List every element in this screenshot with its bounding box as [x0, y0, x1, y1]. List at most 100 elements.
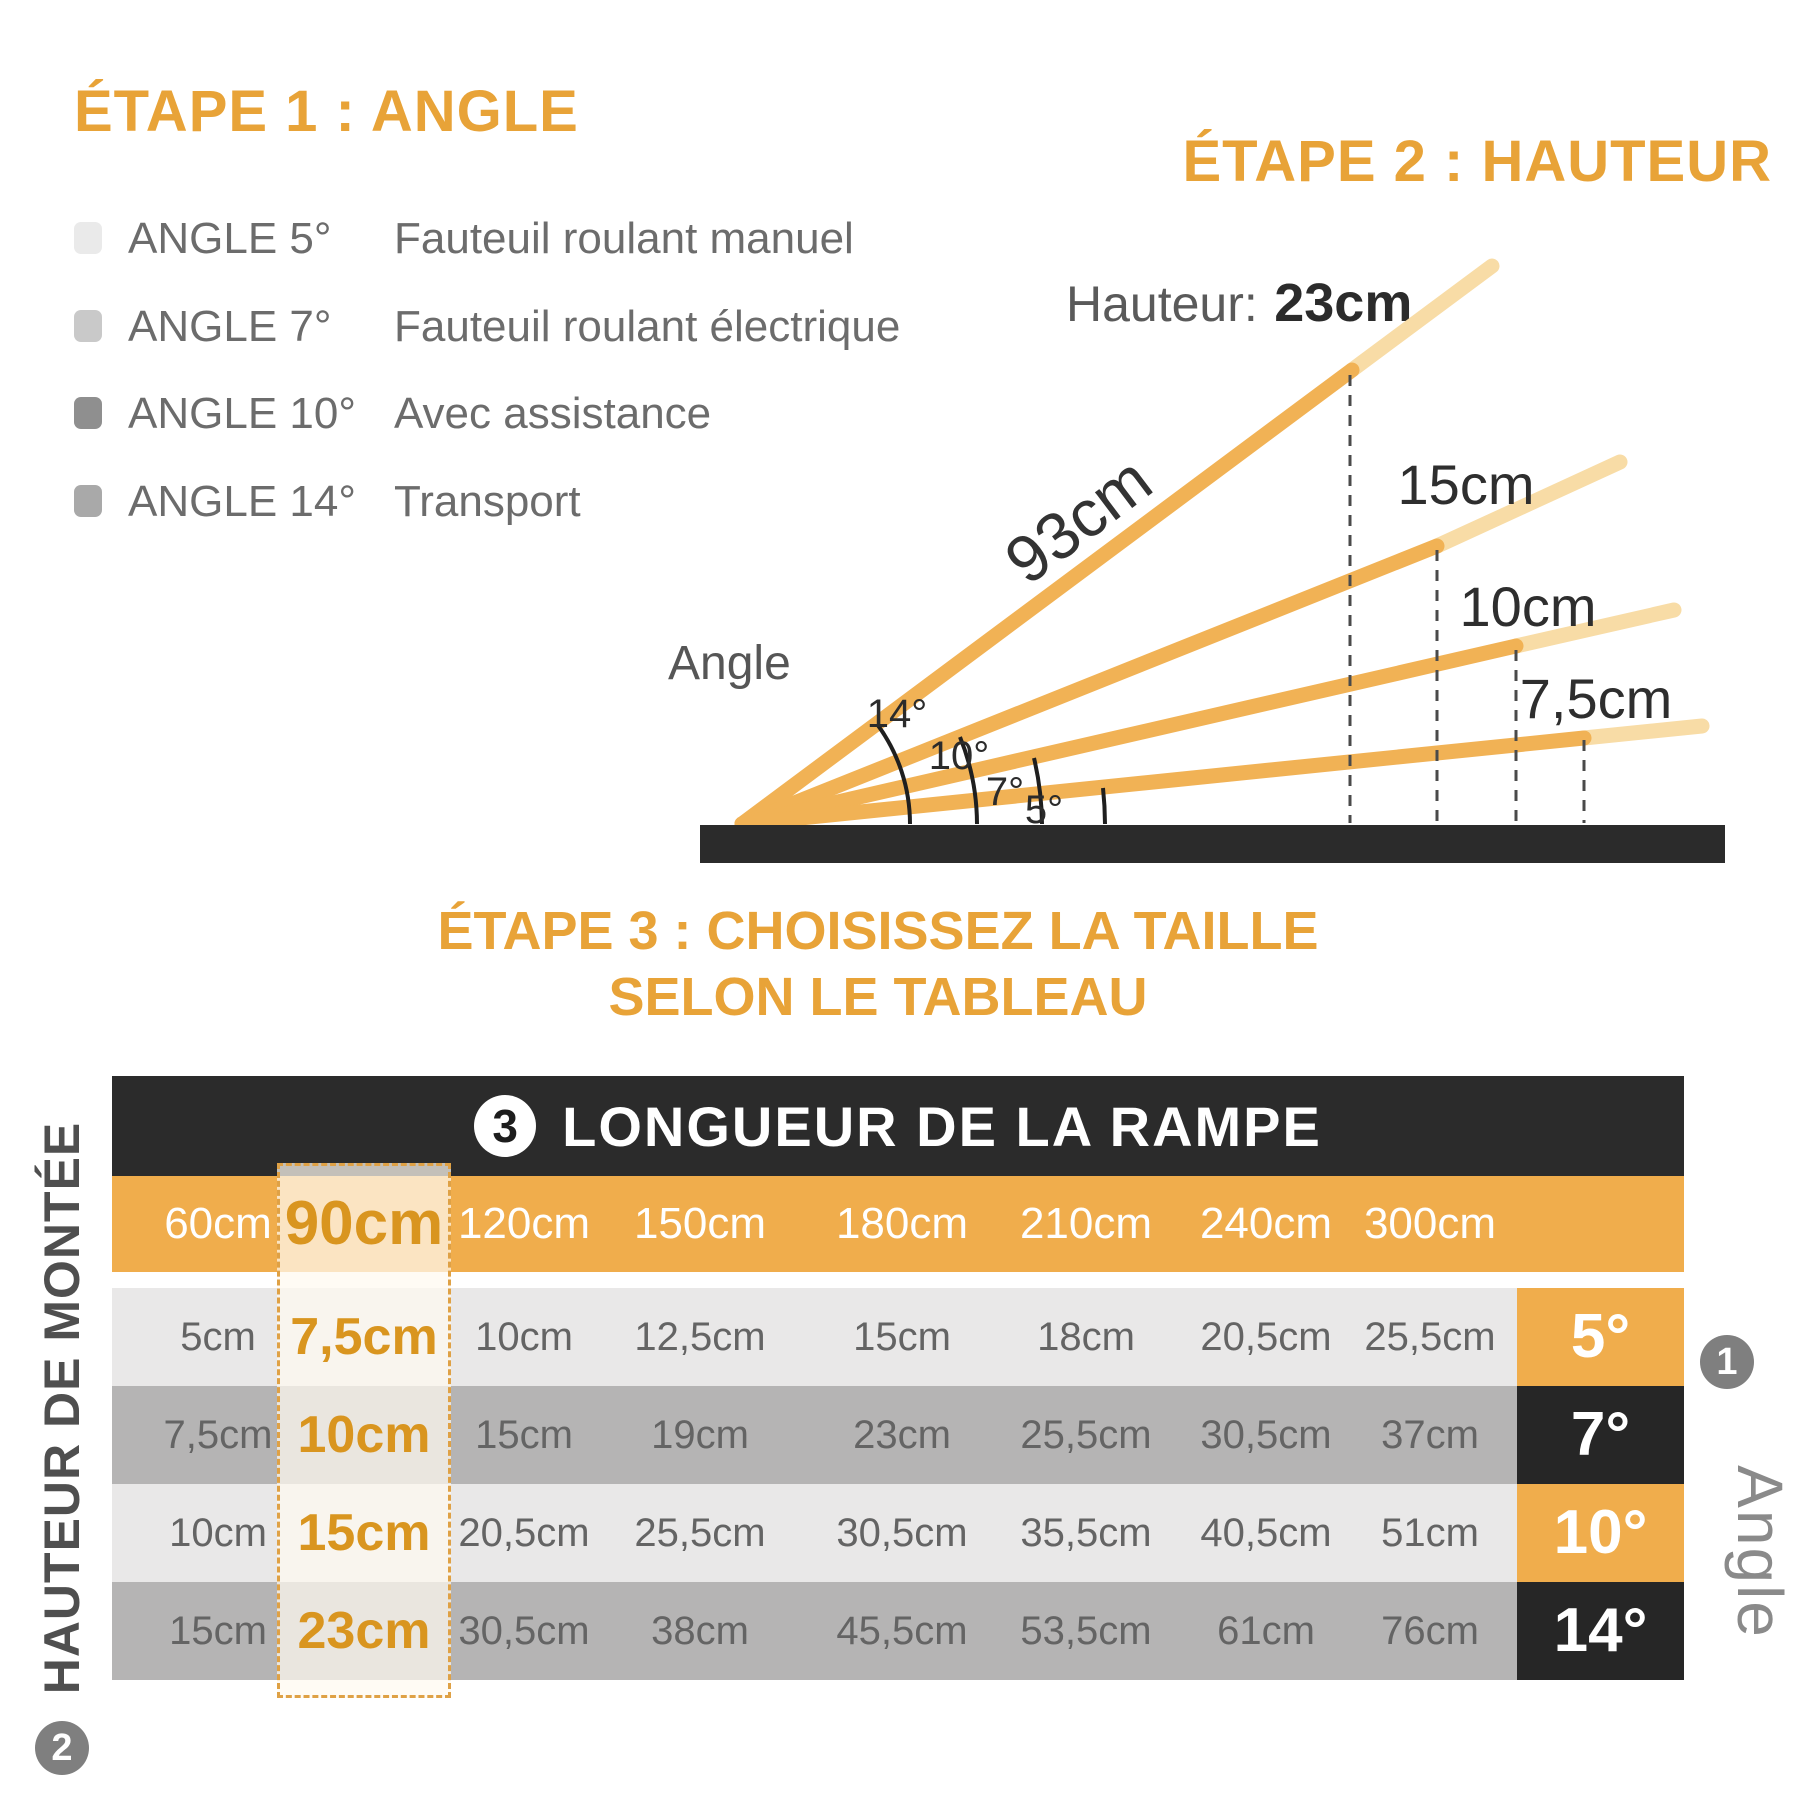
cell: 76cm [1381, 1609, 1479, 1653]
swatch-icon-angle-10 [74, 397, 102, 429]
col-header-60cm: 60cm [164, 1199, 272, 1248]
table-header-title: LONGUEUR DE LA RAMPE [562, 1094, 1322, 1158]
cell: 30,5cm [1200, 1413, 1332, 1457]
cell: 45,5cm [836, 1609, 968, 1653]
step2-number-icon: 2 [35, 1721, 89, 1775]
cell: 35,5cm [1020, 1511, 1152, 1555]
height-label-7-5cm: 7,5cm [1519, 667, 1673, 730]
size-table: 3 LONGUEUR DE LA RAMPE 60cm 90cm 120cm 1… [112, 1076, 1684, 1698]
left-axis-label: HAUTEUR DE MONTÉE [34, 1121, 90, 1695]
legend-angle-label: ANGLE 5° [128, 214, 332, 263]
table-row: 15cm 23cm 30,5cm 38cm 45,5cm 53,5cm 61cm… [112, 1582, 1684, 1680]
cell: 10cm [169, 1511, 267, 1555]
cell: 20,5cm [458, 1511, 590, 1555]
cell: 7,5cm [163, 1413, 273, 1457]
cell-highlight: 15cm [297, 1504, 431, 1562]
cell: 38cm [651, 1609, 749, 1653]
swatch-icon-angle-5 [74, 222, 102, 254]
col-header-180cm: 180cm [835, 1199, 969, 1248]
legend-angle-desc: Avec assistance [394, 389, 712, 438]
cell: 15cm [853, 1315, 951, 1359]
swatch-icon-angle-7 [74, 310, 102, 342]
ramp-14-tip [1344, 258, 1500, 378]
step3-number-icon: 3 [474, 1095, 537, 1157]
ramp-5-tip [1576, 718, 1710, 746]
arc-label-5: 5° [1024, 788, 1064, 832]
ramp-line-10 [734, 538, 1445, 832]
legend-item-angle-5: ANGLE 5° Fauteuil roulant manuel [74, 208, 1074, 270]
legend-angle-desc: Fauteuil roulant électrique [394, 302, 901, 351]
cell: 51cm [1381, 1511, 1479, 1555]
right-axis-label: Angle [1724, 1465, 1796, 1639]
cell: 12,5cm [634, 1315, 766, 1359]
col-header-210cm: 210cm [1019, 1199, 1153, 1248]
height-label-10cm: 10cm [1459, 575, 1597, 638]
cell: 40,5cm [1200, 1511, 1332, 1555]
angle-cell-10: 10° [1517, 1484, 1684, 1582]
cell: 19cm [651, 1413, 749, 1457]
cell: 5cm [180, 1315, 256, 1359]
cell: 18cm [1037, 1315, 1135, 1359]
legend-item-angle-7: ANGLE 7° Fauteuil roulant électrique [74, 296, 1074, 358]
col-header-120cm: 120cm [457, 1199, 591, 1248]
ramp-line-14 [734, 362, 1360, 832]
cell: 25,5cm [1364, 1315, 1496, 1359]
step1-number-icon: 1 [1700, 1335, 1754, 1389]
legend-angle-label: ANGLE 10° [128, 389, 356, 438]
arc-label-7: 7° [985, 770, 1025, 814]
cell: 15cm [169, 1609, 267, 1653]
arc-label-14: 14° [866, 692, 928, 736]
hauteur-label: Hauteur: [1066, 276, 1258, 332]
cell: 23cm [853, 1413, 951, 1457]
cell: 37cm [1381, 1413, 1479, 1457]
legend-angle-desc: Transport [394, 477, 581, 526]
arc-10 [958, 736, 979, 825]
angle-cell-14: 14° [1517, 1582, 1684, 1680]
ramp-7-tip [1508, 602, 1682, 654]
highlighted-90cm-column [277, 1163, 451, 1698]
ramp-10-tip [1429, 454, 1628, 554]
arc-label-10: 10° [928, 734, 990, 778]
cell: 15cm [475, 1413, 573, 1457]
column-header-row: 60cm 90cm 120cm 150cm 180cm 210cm 240cm … [112, 1176, 1684, 1272]
cell: 10cm [475, 1315, 573, 1359]
cell: 53,5cm [1020, 1609, 1152, 1653]
height-label-15cm: 15cm [1397, 453, 1535, 516]
swatch-icon-angle-14 [74, 485, 102, 517]
angle-cell-5: 5° [1517, 1288, 1684, 1386]
cell-highlight: 10cm [297, 1406, 431, 1464]
angle-cell-7: 7° [1517, 1386, 1684, 1484]
cell: 25,5cm [634, 1511, 766, 1555]
legend-item-angle-14: ANGLE 14° Transport [74, 471, 1074, 533]
arc-7 [1032, 757, 1044, 825]
legend-angle-desc: Fauteuil roulant manuel [394, 214, 854, 263]
legend-angle-label: ANGLE 7° [128, 302, 332, 351]
ground-bar [700, 825, 1725, 863]
cell: 61cm [1217, 1609, 1315, 1653]
cell: 25,5cm [1020, 1413, 1152, 1457]
step3-title: ÉTAPE 3 : CHOISISSEZ LA TAILLE SELON LE … [178, 898, 1578, 1030]
table-row: 5cm 7,5cm 10cm 12,5cm 15cm 18cm 20,5cm 2… [112, 1288, 1684, 1386]
col-header-300cm: 300cm [1363, 1199, 1497, 1248]
step3-title-line2: SELON LE TABLEAU [608, 967, 1148, 1027]
ramp-line-5 [734, 730, 1592, 832]
step2-title: ÉTAPE 2 : HAUTEUR [1182, 129, 1772, 194]
cell-highlight: 7,5cm [290, 1308, 438, 1366]
col-header-90cm: 90cm [284, 1189, 444, 1258]
step1-title: ÉTAPE 1 : ANGLE [74, 79, 579, 144]
cell: 30,5cm [458, 1609, 590, 1653]
col-header-150cm: 150cm [633, 1199, 767, 1248]
ramp-line-7 [734, 638, 1524, 832]
hauteur-annotation: Hauteur: 23cm [1066, 272, 1412, 334]
table-row: 7,5cm 10cm 15cm 19cm 23cm 25,5cm 30,5cm … [112, 1386, 1684, 1484]
col-header-240cm: 240cm [1199, 1199, 1333, 1248]
cell: 20,5cm [1200, 1315, 1332, 1359]
cell: 30,5cm [836, 1511, 968, 1555]
table-row: 10cm 15cm 20,5cm 25,5cm 30,5cm 35,5cm 40… [112, 1484, 1684, 1582]
arc-14 [875, 722, 912, 825]
legend-angle-label: ANGLE 14° [128, 477, 356, 526]
hauteur-value: 23cm [1274, 273, 1413, 333]
angle-word-label: Angle [668, 637, 791, 690]
